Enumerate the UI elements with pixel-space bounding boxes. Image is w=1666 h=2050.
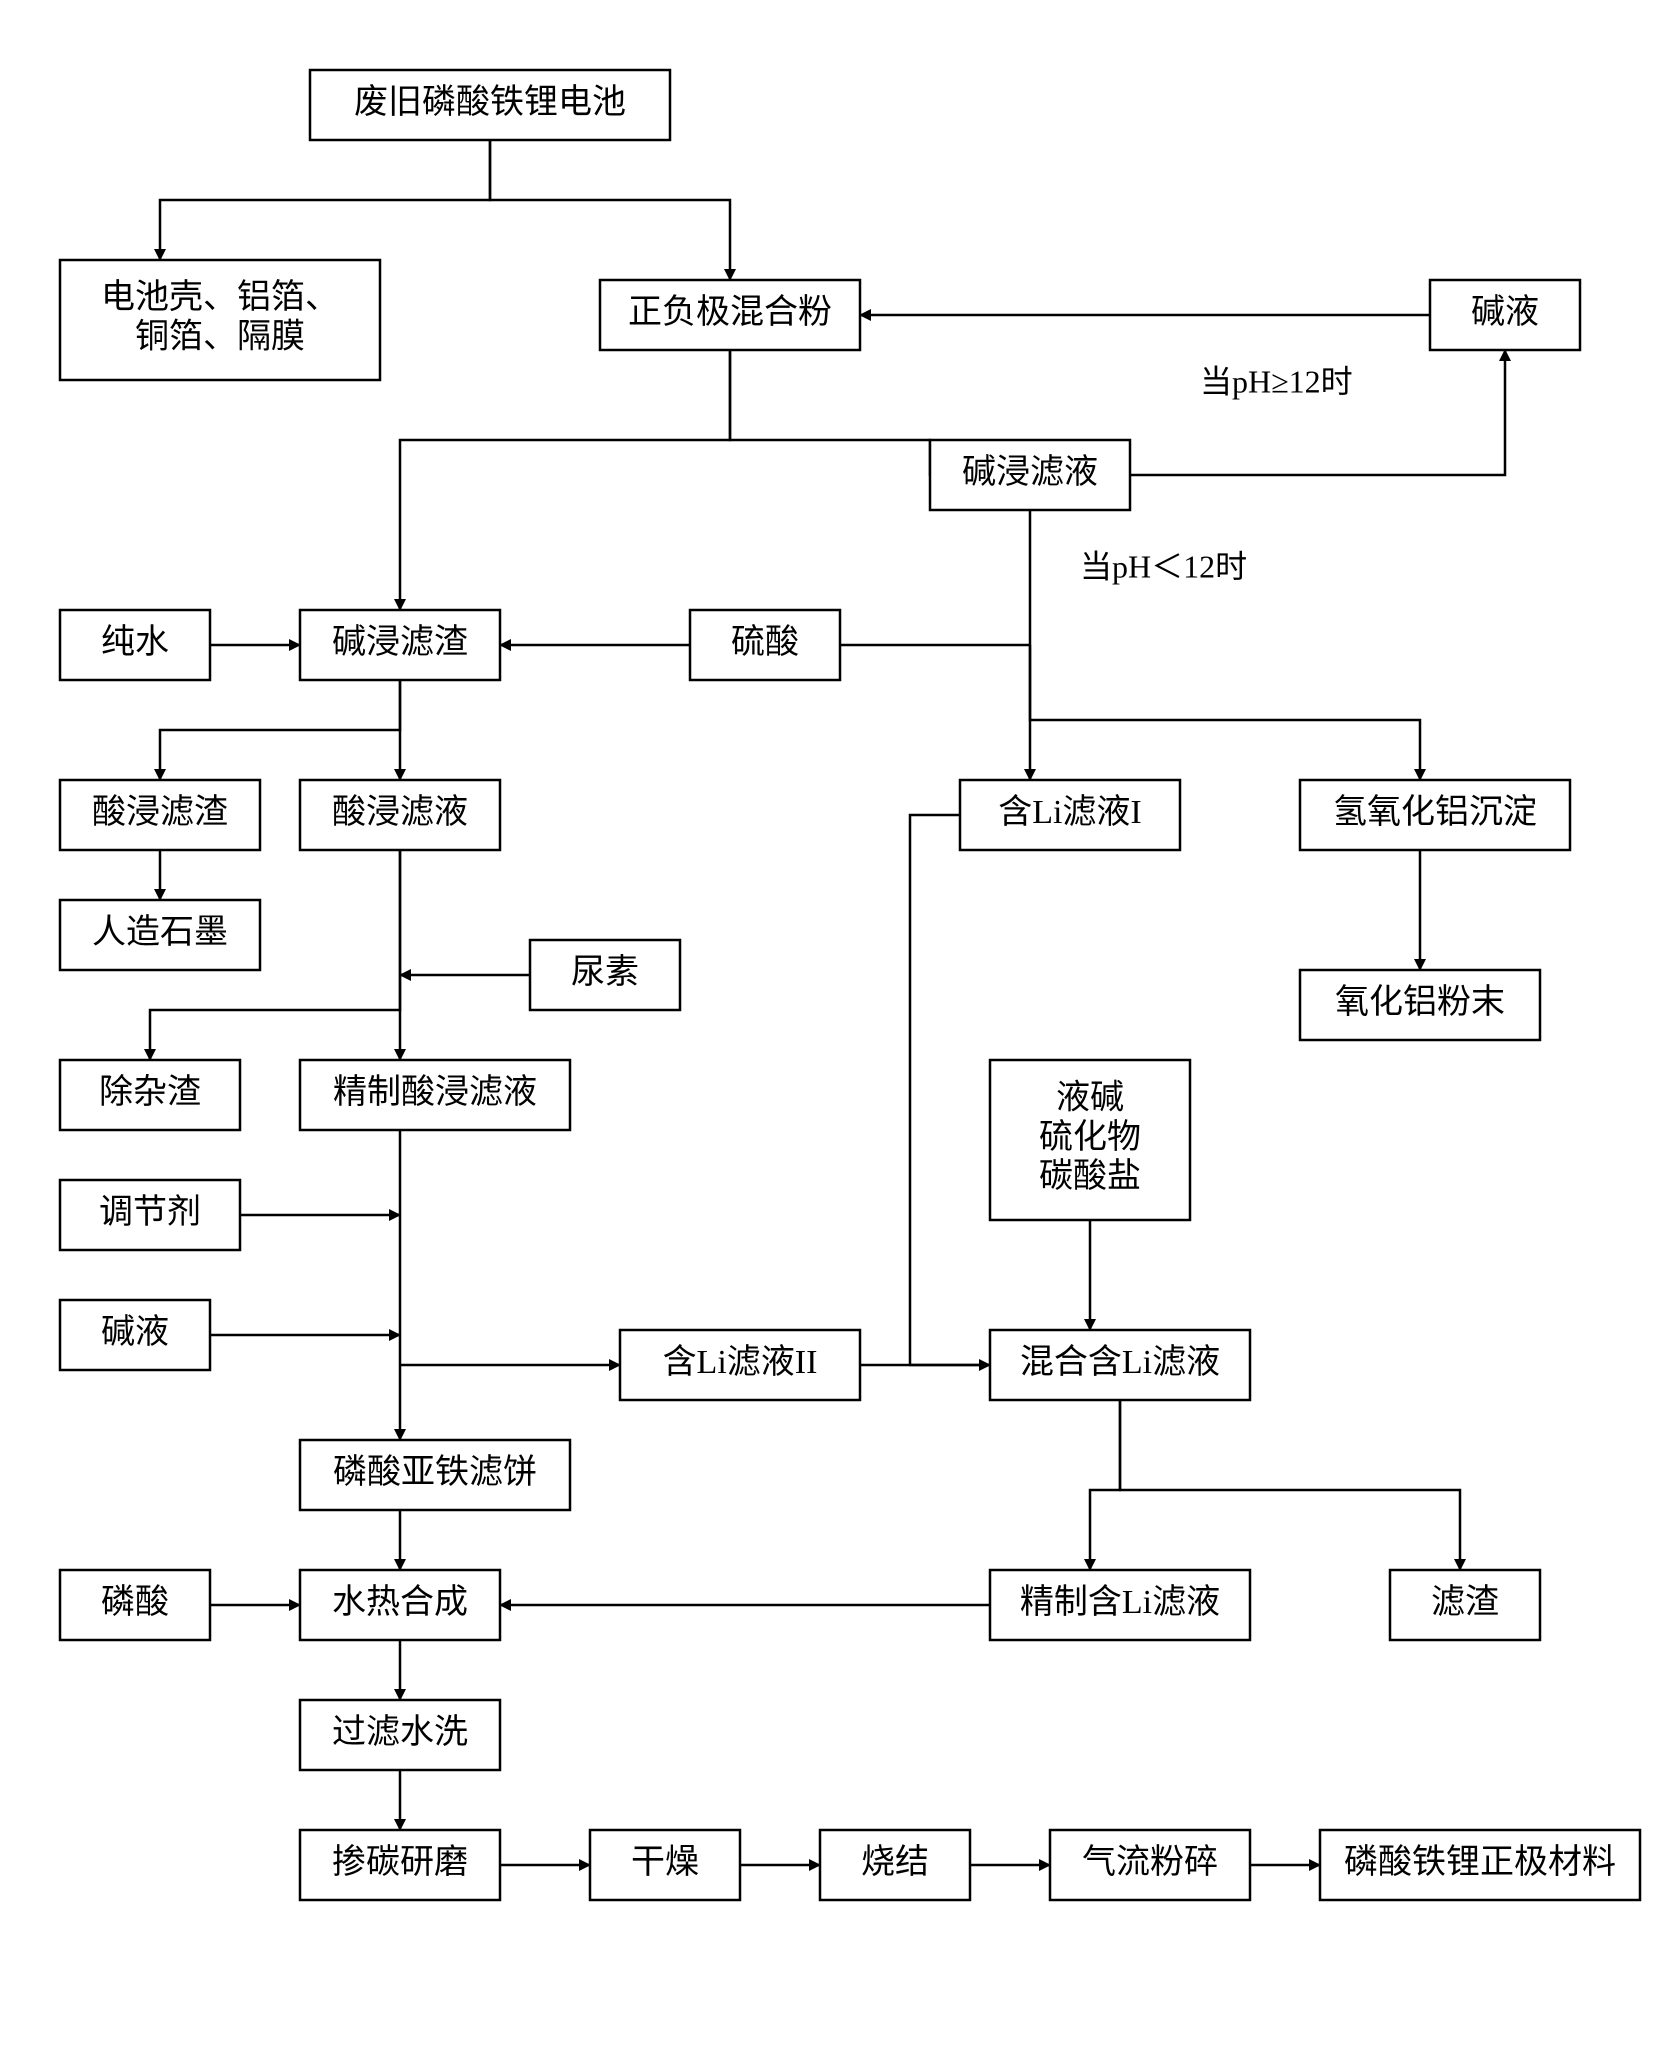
edge-label: 当pH＜12时 [1080,548,1247,584]
node-label: 酸浸滤渣 [92,793,228,831]
node-label: 含Li滤液I [998,793,1142,831]
node-n_product: 磷酸铁锂正极材料 [1320,1830,1640,1900]
node-n_aloh: 氢氧化铝沉淀 [1300,780,1570,850]
edge [490,140,730,280]
node-label: 碱液 [1471,293,1539,331]
node-label: 硫化物 [1039,1118,1141,1156]
node-n_urea: 尿素 [530,940,680,1010]
node-n_al2o3: 氧化铝粉末 [1300,970,1540,1040]
edge [160,140,490,260]
node-n_hydro: 水热合成 [300,1570,500,1640]
node-label: 精制含Li滤液 [1020,1583,1220,1621]
node-label: 铜箔、隔膜 [135,317,305,355]
node-label: 含Li滤液II [663,1343,818,1381]
node-label: 掺碳研磨 [332,1843,468,1881]
node-n_h2so4: 硫酸 [690,610,840,680]
node-label: 磷酸 [101,1583,169,1621]
node-n_acidfilt: 酸浸滤液 [300,780,500,850]
edge [160,680,400,780]
node-n_refacid: 精制酸浸滤液 [300,1060,570,1130]
node-n_cmix: 掺碳研磨 [300,1830,500,1900]
node-n_fepo4: 磷酸亚铁滤饼 [300,1440,570,1510]
node-label: 除杂渣 [99,1073,201,1111]
node-label: 调节剂 [99,1193,201,1231]
node-label: 氧化铝粉末 [1335,983,1505,1021]
node-label: 水热合成 [332,1583,468,1621]
edge [400,350,730,610]
node-n_sinter: 烧结 [820,1830,970,1900]
edge [910,815,990,1365]
node-label: 纯水 [101,623,169,661]
node-label: 酸浸滤液 [332,793,468,831]
node-n_naoh: 碱液 [1430,280,1580,350]
node-label: 氢氧化铝沉淀 [1333,793,1537,831]
node-label: 碱液 [101,1313,169,1351]
node-n_slag: 滤渣 [1390,1570,1540,1640]
node-label: 磷酸亚铁滤饼 [333,1453,537,1491]
node-label: 碳酸盐 [1039,1157,1141,1195]
node-n_refli: 精制含Li滤液 [990,1570,1250,1640]
node-label: 气流粉碎 [1082,1843,1218,1881]
edge-label: 当pH≥12时 [1200,363,1353,399]
node-label: 液碱 [1056,1079,1124,1117]
node-label: 碱浸滤渣 [332,623,468,661]
node-label: 废旧磷酸铁锂电池 [354,83,626,121]
node-n_mixli: 混合含Li滤液 [990,1330,1250,1400]
flowchart-canvas: 当pH≥12时当pH＜12时 废旧磷酸铁锂电池电池壳、铝箔、铜箔、隔膜 正负极混合粉… [0,0,1666,2050]
node-label: 过滤水洗 [332,1713,468,1751]
node-n_shell: 电池壳、铝箔、铜箔、隔膜 [60,260,380,380]
node-n_reg: 调节剂 [60,1180,240,1250]
edge [1030,645,1420,780]
node-label: 尿素 [571,953,639,991]
node-n_wash: 过滤水洗 [300,1700,500,1770]
node-label: 干燥 [631,1844,699,1881]
node-n_water: 纯水 [60,610,210,680]
node-n_li2: 含Li滤液II [620,1330,860,1400]
node-label: 精制酸浸滤液 [333,1073,537,1111]
edge [1120,1400,1460,1570]
node-label: 正负极混合粉 [628,293,832,331]
node-n_li1: 含Li滤液I [960,780,1180,850]
node-label: 电池壳、铝箔、 [101,278,339,316]
node-label: 磷酸铁锂正极材料 [1344,1843,1616,1881]
node-n_alkres: 碱浸滤渣 [300,610,500,680]
node-n_h3po4: 磷酸 [60,1570,210,1640]
node-n_graphite: 人造石墨 [60,900,260,970]
node-n_dry: 干燥 [590,1830,740,1900]
node-label: 烧结 [861,1843,929,1881]
node-label: 碱浸滤液 [962,453,1098,491]
node-n_naoh2: 碱液 [60,1300,210,1370]
node-label: 滤渣 [1431,1583,1499,1621]
edge [1090,1400,1120,1570]
node-n_mix: 正负极混合粉 [600,280,860,350]
node-n_top: 废旧磷酸铁锂电池 [310,70,670,140]
node-n_additive: 液碱硫化物碳酸盐 [990,1060,1190,1220]
node-n_alkfilt: 碱浸滤液 [930,440,1130,510]
node-n_jet: 气流粉碎 [1050,1830,1250,1900]
node-n_impure: 除杂渣 [60,1060,240,1130]
node-label: 硫酸 [731,623,799,661]
node-label: 人造石墨 [92,913,228,951]
node-n_acidres: 酸浸滤渣 [60,780,260,850]
node-label: 混合含Li滤液 [1020,1343,1220,1381]
